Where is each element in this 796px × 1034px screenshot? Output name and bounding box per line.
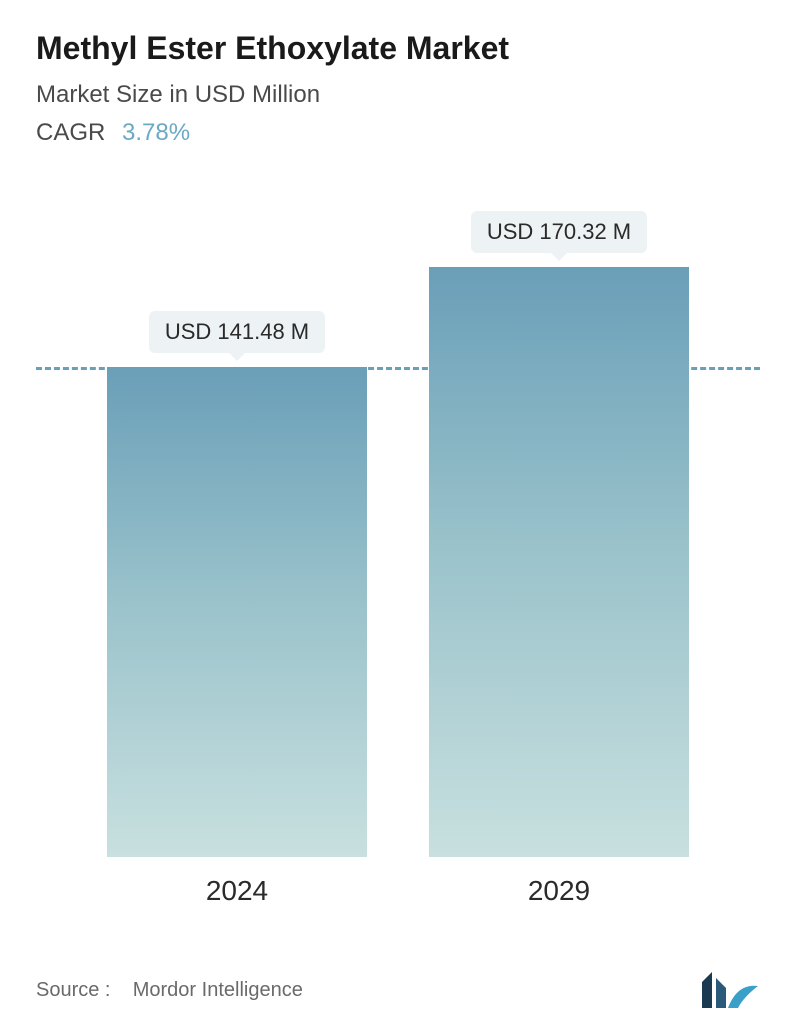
source-value: Mordor Intelligence: [133, 979, 303, 1001]
bar-2024: [107, 367, 367, 857]
bar-2029: [429, 267, 689, 857]
year-2024: 2024: [107, 875, 367, 907]
cagr-row: CAGR 3.78%: [36, 119, 760, 147]
chart-area: USD 141.48 M USD 170.32 M 2024 2029: [36, 217, 760, 917]
chart-subtitle: Market Size in USD Million: [36, 81, 760, 109]
cagr-label: CAGR: [36, 119, 105, 146]
mordor-logo-icon: [700, 970, 760, 1010]
bar-group-2024: USD 141.48 M: [107, 367, 367, 857]
source-text: Source : Mordor Intelligence: [36, 979, 303, 1002]
cagr-value: 3.78%: [122, 119, 190, 146]
value-label-2024: USD 141.48 M: [149, 311, 325, 353]
chart-title: Methyl Ester Ethoxylate Market: [36, 30, 760, 67]
bar-group-2029: USD 170.32 M: [429, 267, 689, 857]
bars-container: USD 141.48 M USD 170.32 M: [36, 217, 760, 857]
year-labels: 2024 2029: [36, 875, 760, 907]
value-label-2029: USD 170.32 M: [471, 211, 647, 253]
source-label: Source :: [36, 979, 110, 1001]
footer: Source : Mordor Intelligence: [36, 970, 760, 1010]
year-2029: 2029: [429, 875, 689, 907]
